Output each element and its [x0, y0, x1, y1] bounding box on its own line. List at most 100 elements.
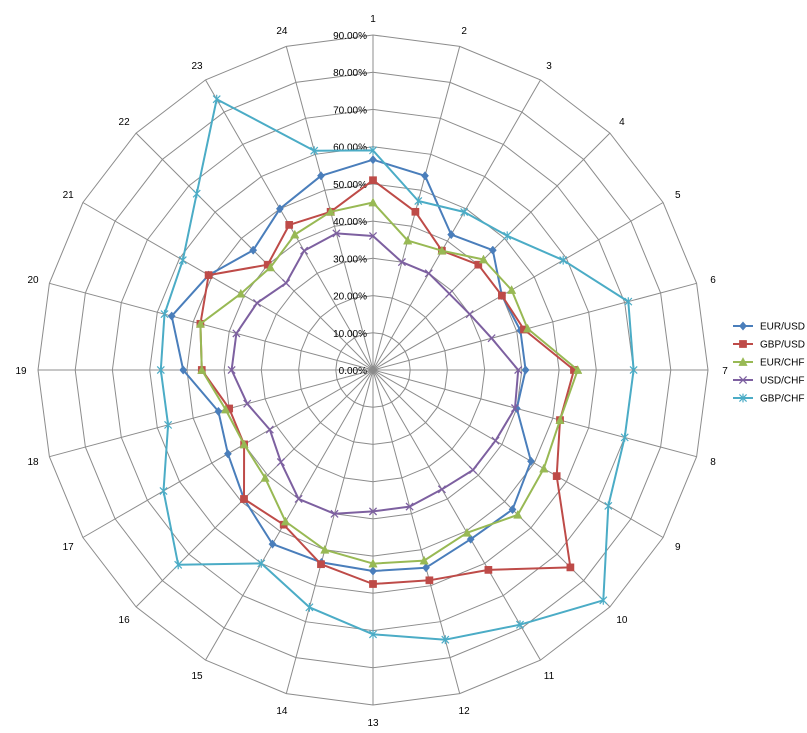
category-label: 19	[15, 366, 27, 377]
grid-spoke	[49, 369, 374, 458]
data-point	[167, 311, 176, 321]
data-point	[325, 206, 336, 216]
data-point	[275, 204, 284, 214]
data-point	[447, 230, 456, 240]
data-point	[164, 420, 173, 430]
legend-label: EUR/CHF	[760, 358, 804, 369]
grid-spoke	[372, 282, 697, 371]
data-point	[317, 560, 325, 569]
data-point	[214, 406, 223, 416]
category-label: 21	[63, 190, 75, 201]
data-point	[260, 472, 270, 482]
data-point	[604, 501, 613, 511]
tick-label: 60.00%	[333, 143, 367, 154]
data-point	[300, 246, 309, 255]
data-point	[280, 516, 291, 526]
data-point	[419, 555, 429, 565]
tick-label: 40.00%	[333, 217, 367, 228]
data-point	[179, 365, 188, 375]
data-point	[368, 146, 378, 155]
data-point	[414, 196, 423, 206]
data-point	[405, 502, 414, 511]
data-point	[487, 334, 496, 343]
data-point	[508, 504, 517, 515]
category-label: 14	[276, 706, 288, 717]
data-point	[243, 399, 252, 408]
legend-marker	[739, 340, 747, 348]
data-point	[320, 544, 330, 554]
data-point	[460, 207, 469, 217]
grid-spoke	[372, 369, 697, 458]
data-point	[197, 365, 207, 374]
category-label: 17	[63, 542, 75, 553]
data-point	[294, 494, 303, 503]
radial-tick-labels: 0.00% 10.00% 20.00% 30.00% 40.00% 50.00% 60.00…	[333, 31, 367, 377]
category-label: 7	[722, 366, 728, 377]
data-point	[566, 563, 575, 572]
data-point	[220, 404, 231, 414]
data-point	[421, 171, 429, 181]
radar-grid	[37, 34, 709, 706]
data-point	[330, 509, 339, 518]
category-label: 5	[675, 190, 681, 201]
legend: EUR/USD GBP/USD EUR/CHF USD/CHF GBP/CHF	[733, 321, 805, 405]
grid-spoke	[372, 369, 461, 694]
data-point	[232, 329, 241, 338]
category-label: 3	[546, 61, 552, 72]
category-label: 10	[616, 615, 628, 626]
data-point	[236, 288, 246, 298]
data-point	[425, 576, 434, 585]
data-point	[276, 458, 285, 467]
data-point	[515, 620, 525, 630]
grid-spoke	[205, 369, 374, 661]
data-point	[317, 171, 325, 181]
data-point	[629, 365, 638, 375]
data-point	[178, 255, 187, 265]
data-point	[510, 404, 520, 413]
data-point	[192, 189, 201, 199]
legend-entry: GBP/CHF	[733, 394, 804, 405]
data-point	[223, 449, 232, 459]
series-usd-chf	[227, 229, 523, 518]
category-label: 8	[710, 457, 716, 468]
data-point	[249, 245, 258, 255]
category-label: 11	[544, 671, 555, 682]
data-point	[368, 507, 378, 516]
data-point	[160, 309, 169, 319]
data-point	[257, 559, 266, 568]
data-point	[552, 472, 561, 480]
legend-label: USD/CHF	[760, 376, 804, 387]
data-point	[411, 207, 420, 216]
data-point	[522, 323, 533, 333]
legend-marker	[738, 375, 748, 385]
data-point	[368, 197, 378, 207]
category-label: 6	[710, 275, 716, 286]
data-point	[305, 602, 314, 612]
data-point	[620, 433, 629, 442]
tick-label: 20.00%	[333, 292, 367, 303]
data-point	[468, 465, 478, 475]
data-point	[506, 285, 517, 294]
grid-spoke	[372, 79, 541, 371]
data-point	[403, 235, 413, 245]
data-point	[174, 560, 183, 570]
legend-entry: GBP/USD	[733, 340, 805, 351]
data-point	[212, 94, 221, 104]
tick-label: 90.00%	[333, 31, 367, 42]
tick-label: 50.00%	[333, 180, 367, 191]
category-label: 20	[27, 275, 39, 286]
legend-entry: USD/CHF	[733, 376, 804, 387]
grid-spoke	[82, 202, 374, 371]
data-point	[484, 566, 493, 574]
data-point	[159, 486, 168, 496]
data-point	[503, 231, 512, 241]
data-point	[474, 260, 483, 269]
data-point	[422, 563, 430, 573]
data-point	[369, 566, 377, 576]
tick-label: 0.00%	[339, 366, 367, 377]
series-gbp-chf	[156, 94, 638, 645]
data-point	[624, 297, 633, 306]
tick-label: 80.00%	[333, 68, 367, 79]
data-point	[441, 635, 450, 645]
data-point	[437, 485, 446, 494]
